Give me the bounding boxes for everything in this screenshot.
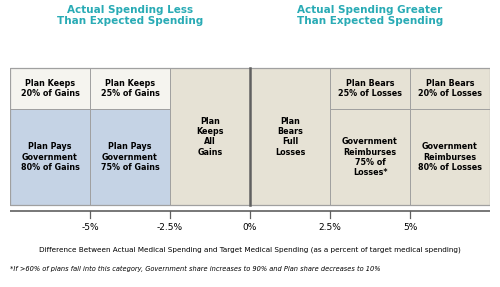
Text: Plan
Bears
Full
Losses: Plan Bears Full Losses: [275, 117, 305, 157]
Text: Plan Keeps
20% of Gains: Plan Keeps 20% of Gains: [20, 79, 80, 98]
Bar: [90, 109, 170, 205]
Text: Government
Reimburses
80% of Losses: Government Reimburses 80% of Losses: [418, 142, 482, 172]
Text: Plan Pays
Government
80% of Gains: Plan Pays Government 80% of Gains: [20, 142, 80, 172]
Bar: [10, 68, 90, 109]
Bar: [410, 68, 490, 109]
Text: *If >60% of plans fall into this category, Government share increases to 90% and: *If >60% of plans fall into this categor…: [10, 266, 380, 272]
Text: -2.5%: -2.5%: [157, 223, 183, 232]
Bar: [410, 109, 490, 205]
Text: 2.5%: 2.5%: [318, 223, 342, 232]
Bar: [90, 68, 170, 109]
Bar: [250, 68, 330, 205]
Text: 0%: 0%: [243, 223, 257, 232]
Text: -5%: -5%: [81, 223, 99, 232]
Text: Actual Spending Less
Than Expected Spending: Actual Spending Less Than Expected Spend…: [57, 5, 203, 26]
Text: Actual Spending Greater
Than Expected Spending: Actual Spending Greater Than Expected Sp…: [297, 5, 443, 26]
Text: Difference Between Actual Medical Spending and Target Medical Spending (as a per: Difference Between Actual Medical Spendi…: [39, 247, 461, 253]
Text: Government
Reimburses
75% of
Losses*: Government Reimburses 75% of Losses*: [342, 137, 398, 177]
Bar: [330, 109, 410, 205]
Text: Plan Bears
20% of Losses: Plan Bears 20% of Losses: [418, 79, 482, 98]
Text: 5%: 5%: [403, 223, 417, 232]
Text: Plan Keeps
25% of Gains: Plan Keeps 25% of Gains: [100, 79, 160, 98]
Bar: [10, 68, 490, 205]
Text: Plan Pays
Government
75% of Gains: Plan Pays Government 75% of Gains: [100, 142, 160, 172]
Text: Plan Bears
25% of Losses: Plan Bears 25% of Losses: [338, 79, 402, 98]
Text: Plan
Keeps
All
Gains: Plan Keeps All Gains: [196, 117, 224, 157]
Bar: [330, 68, 410, 109]
Bar: [170, 68, 250, 205]
Bar: [10, 109, 90, 205]
